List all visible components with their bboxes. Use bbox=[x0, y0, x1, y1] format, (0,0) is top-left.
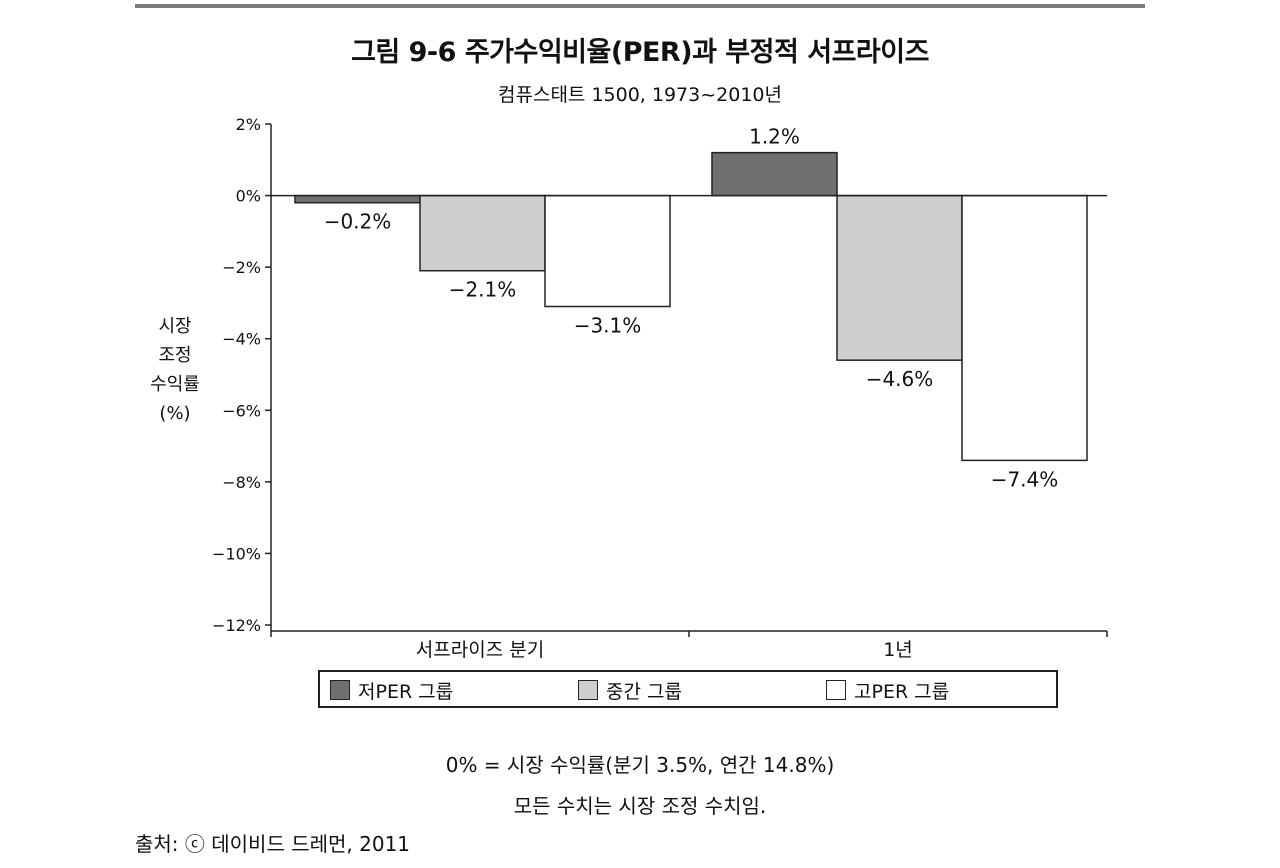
y-tick-label: −12% bbox=[212, 616, 261, 635]
x-category-label: 1년 bbox=[883, 639, 913, 661]
bar-value-label: −2.1% bbox=[449, 278, 517, 302]
bar bbox=[544, 194, 671, 308]
bar bbox=[961, 194, 1088, 462]
bar-value-label: −3.1% bbox=[574, 314, 642, 338]
bar bbox=[836, 194, 963, 361]
y-tick-label: −6% bbox=[222, 401, 261, 420]
y-tick-label: −10% bbox=[212, 544, 261, 563]
legend-label-high: 고PER 그룹 bbox=[854, 680, 950, 703]
bar bbox=[419, 194, 546, 272]
note-adjusted: 모든 수치는 시장 조정 수치임. bbox=[513, 794, 767, 818]
legend-swatch-high bbox=[826, 680, 846, 700]
y-tick-label: −2% bbox=[222, 258, 261, 277]
figure-subtitle: 컴퓨스태트 1500, 1973~2010년 bbox=[498, 84, 782, 106]
y-tick-label: 0% bbox=[236, 187, 261, 206]
source-credit: 출처: ⓒ 데이비드 드레먼, 2011 bbox=[135, 832, 411, 856]
y-tick-label: −8% bbox=[222, 473, 261, 492]
legend-swatch-mid bbox=[578, 680, 598, 700]
bar-value-label: −0.2% bbox=[324, 210, 392, 234]
note-market-return: 0% = 시장 수익률(분기 3.5%, 연간 14.8%) bbox=[445, 753, 835, 777]
figure-title: 그림 9-6 주가수익비율(PER)과 부정적 서프라이즈 bbox=[351, 37, 929, 68]
bar-value-label: −4.6% bbox=[866, 367, 934, 391]
legend-item-mid: 중간 그룹 bbox=[578, 678, 682, 703]
legend-label-mid: 중간 그룹 bbox=[606, 680, 682, 703]
bar-value-label: −7.4% bbox=[991, 467, 1059, 491]
bar-value-label: 1.2% bbox=[749, 125, 800, 149]
legend-item-low: 저PER 그룹 bbox=[330, 678, 454, 703]
chart-legend: 저PER 그룹 중간 그룹 고PER 그룹 bbox=[318, 670, 1058, 708]
bar bbox=[294, 194, 421, 204]
legend-item-high: 고PER 그룹 bbox=[826, 678, 950, 703]
y-tick-label: −4% bbox=[222, 330, 261, 349]
top-rule bbox=[135, 4, 1145, 8]
bar bbox=[711, 151, 838, 197]
legend-swatch-low bbox=[330, 680, 350, 700]
x-category-label: 서프라이즈 분기 bbox=[416, 639, 544, 661]
bars-group bbox=[294, 151, 1088, 462]
legend-label-low: 저PER 그룹 bbox=[358, 680, 454, 703]
axes-group: 2% 0% −2% −4% −6% −8% −10% −12% bbox=[212, 115, 1108, 637]
y-tick-label: 2% bbox=[236, 115, 261, 134]
y-axis-label: 시장 조정 수익률 (%) bbox=[150, 316, 200, 424]
labels-group: −0.2% −2.1% −3.1% 서프라이즈 분기 1.2% −4.6% −7.4% 1년 bbox=[324, 125, 1059, 661]
